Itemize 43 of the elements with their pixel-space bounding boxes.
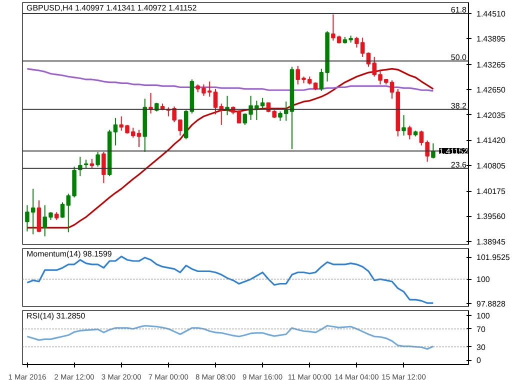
candlestick (213, 88, 218, 115)
y-tick-label: 1.41420 (476, 136, 506, 146)
y-tick-label: 100 (476, 275, 490, 284)
candlestick (278, 110, 282, 122)
y-tick-label: 30 (476, 342, 486, 352)
candlestick (113, 117, 118, 146)
candlestick (102, 151, 106, 184)
chart-title: Momentum(14) 98.1599 (26, 250, 112, 258)
chart-title: GBPUSD,H4 1.40997 1.41341 1.40972 1.41152 (26, 4, 198, 12)
ref-line-label: 1.41152 (439, 147, 468, 156)
candlestick (60, 202, 65, 218)
y-tick-label: 1.40805 (476, 161, 506, 170)
line-series (26, 68, 434, 92)
line-series (26, 324, 434, 350)
candlestick (390, 80, 394, 100)
y-tick-label: 101.9525 (476, 253, 510, 262)
annotation: 23.6 (450, 160, 468, 170)
y-tick-label: 1.43265 (476, 60, 506, 70)
y-tick-label: 70 (476, 324, 486, 334)
candlestick (178, 120, 182, 136)
y-tick-label: 97.8828 (476, 299, 506, 308)
annotation: 61.8 (450, 6, 468, 15)
candlestick (431, 142, 436, 159)
y-tick-label: 1.40175 (476, 187, 506, 196)
y-tick-label: 1.38945 (476, 237, 506, 246)
y-tick-label: 1.39560 (476, 212, 506, 222)
annotation: 50.0 (450, 53, 468, 62)
y-tick-label: 1.43895 (476, 34, 506, 44)
candlestick (36, 200, 42, 233)
candlestick (96, 151, 100, 168)
candlestick (136, 129, 142, 148)
candlestick (408, 125, 412, 140)
candlestick (284, 101, 288, 122)
y-tick-label: 1.42650 (476, 86, 506, 95)
candlestick (402, 114, 406, 136)
chart-title: RSI(14) 31.2850 (26, 312, 86, 320)
y-tick-label: 1.42035 (476, 110, 506, 120)
y-tick-label: 1.44510 (476, 10, 506, 19)
y-tick-label: 100 (476, 311, 490, 320)
candlestick (90, 158, 94, 169)
candlestick (42, 204, 47, 237)
annotation: 38.2 (450, 101, 468, 110)
y-tick-label: 0 (476, 356, 482, 366)
